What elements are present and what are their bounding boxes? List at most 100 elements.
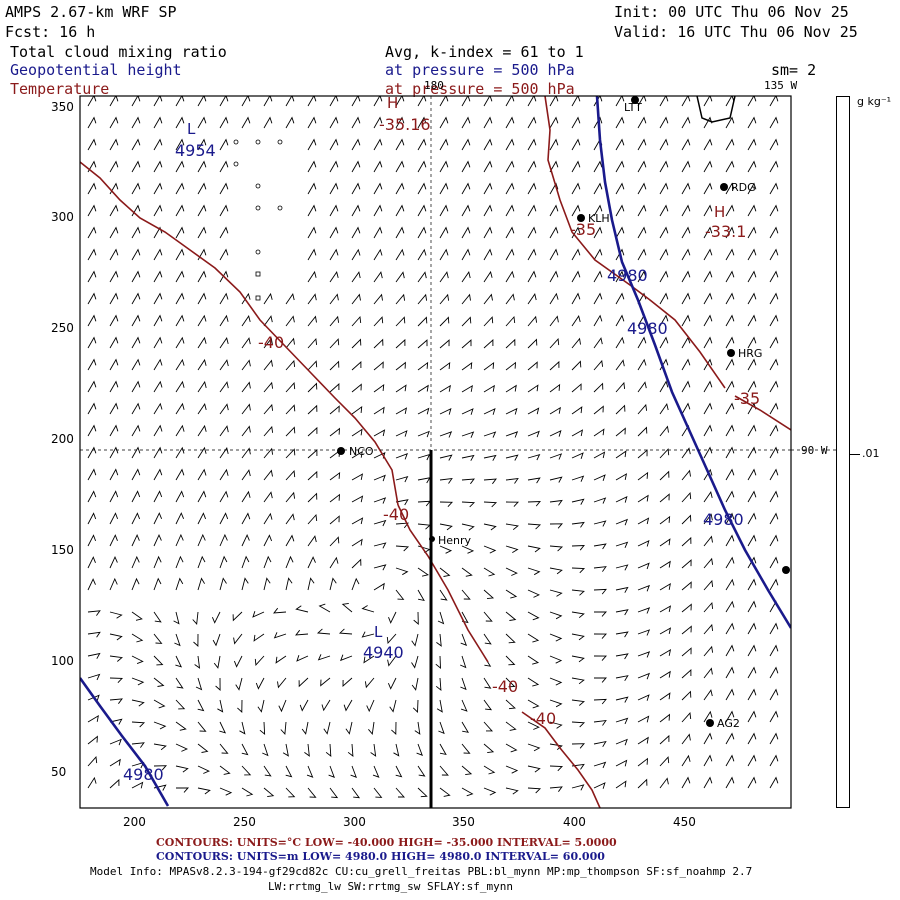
wind-barb (131, 742, 145, 748)
wind-barb (307, 293, 317, 305)
wind-barb (483, 138, 493, 151)
wind-barb (153, 204, 163, 217)
wind-barb (505, 204, 515, 217)
wind-barb (341, 602, 353, 613)
wind-barb (549, 765, 564, 772)
wind-barb (351, 428, 363, 437)
wind-barb (725, 776, 735, 789)
wind-barb (460, 699, 468, 712)
wind-barb (615, 160, 625, 173)
wind-barb (87, 336, 97, 349)
wind-barb (461, 545, 475, 554)
wind-barb (593, 474, 606, 481)
wind-barb (395, 384, 407, 393)
wind-barb (681, 514, 692, 525)
wind-barb (153, 490, 163, 503)
wind-barb (304, 743, 310, 757)
wind-barb (615, 564, 629, 571)
wind-barb (175, 336, 185, 349)
wind-barb (417, 248, 427, 261)
wind-barb (351, 787, 361, 799)
wind-barb (323, 721, 331, 735)
wind-barb (747, 446, 757, 459)
wind-barb (461, 478, 475, 485)
wind-barb (703, 248, 713, 261)
wind-barb (460, 655, 467, 669)
wind-barb (373, 474, 386, 482)
wind-barb (659, 160, 669, 173)
wind-barb (197, 512, 207, 525)
wind-barb (615, 96, 625, 107)
wind-barb (703, 689, 713, 701)
wind-barb (219, 425, 229, 437)
wind-barb (725, 226, 735, 239)
wind-barb (263, 787, 275, 798)
wind-barb (372, 765, 380, 778)
wind-barb (439, 293, 450, 305)
wind-barb (593, 698, 607, 705)
wind-barb (153, 743, 167, 751)
wind-barb (307, 160, 317, 173)
wind-barb (416, 743, 423, 756)
wind-barb (681, 204, 691, 217)
wind-barb (681, 559, 692, 569)
wind-barb (131, 468, 141, 481)
wind-barb (747, 270, 757, 283)
wind-barb (461, 743, 471, 754)
wind-barb (232, 611, 243, 622)
x-tick-label: 300 (343, 815, 366, 829)
x-tick-label: 350 (452, 815, 475, 829)
wind-barb (747, 666, 757, 679)
wind-barb (769, 182, 779, 195)
wind-barb (571, 360, 582, 371)
wind-barb (483, 270, 493, 283)
wind-barb (175, 512, 185, 525)
wind-barb (109, 468, 119, 481)
wind-barb (637, 182, 647, 195)
wind-barb (109, 655, 123, 662)
wind-barb (307, 492, 318, 503)
wind-barb (483, 116, 493, 129)
wind-barb (615, 292, 625, 305)
wind-barb (637, 494, 649, 503)
wind-barb (615, 450, 627, 459)
wind-barb (219, 447, 229, 459)
wind-barb (373, 361, 384, 371)
wind-barb (417, 384, 429, 393)
wind-barb (483, 478, 497, 485)
wind-barb (615, 780, 627, 789)
wind-barb (505, 611, 517, 621)
wind-barb (87, 735, 98, 745)
wind-barb (681, 536, 692, 547)
wind-barb (307, 535, 317, 547)
wind-barb (615, 653, 629, 660)
wind-barb (703, 380, 713, 393)
wind-barb (439, 545, 453, 554)
wind-barb (703, 776, 713, 789)
wind-barb (725, 336, 735, 349)
wind-barb (549, 589, 563, 597)
wind-barb (393, 743, 400, 757)
wind-barb (411, 677, 419, 691)
wind-barb (329, 138, 339, 151)
wind-barb (109, 778, 120, 789)
wind-barb (241, 292, 251, 305)
wind-barb (263, 315, 273, 327)
wind-barb (175, 787, 190, 793)
wind-barb (769, 446, 779, 459)
wind-barb (593, 292, 603, 305)
wind-barb (307, 337, 318, 349)
wind-barb (615, 226, 625, 239)
station-ag2-marker (706, 719, 714, 727)
wind-barb (439, 523, 453, 531)
wind-barb (153, 424, 163, 437)
wind-barb (747, 732, 757, 745)
wind-barb (483, 204, 493, 217)
wind-barb (703, 182, 713, 195)
wind-barb (295, 605, 309, 613)
wind-barb (417, 204, 427, 217)
wind-barb (505, 523, 519, 531)
wind-barb (659, 292, 669, 305)
station-ltt-label: LTT (624, 101, 642, 114)
temperature-contours (80, 96, 791, 808)
